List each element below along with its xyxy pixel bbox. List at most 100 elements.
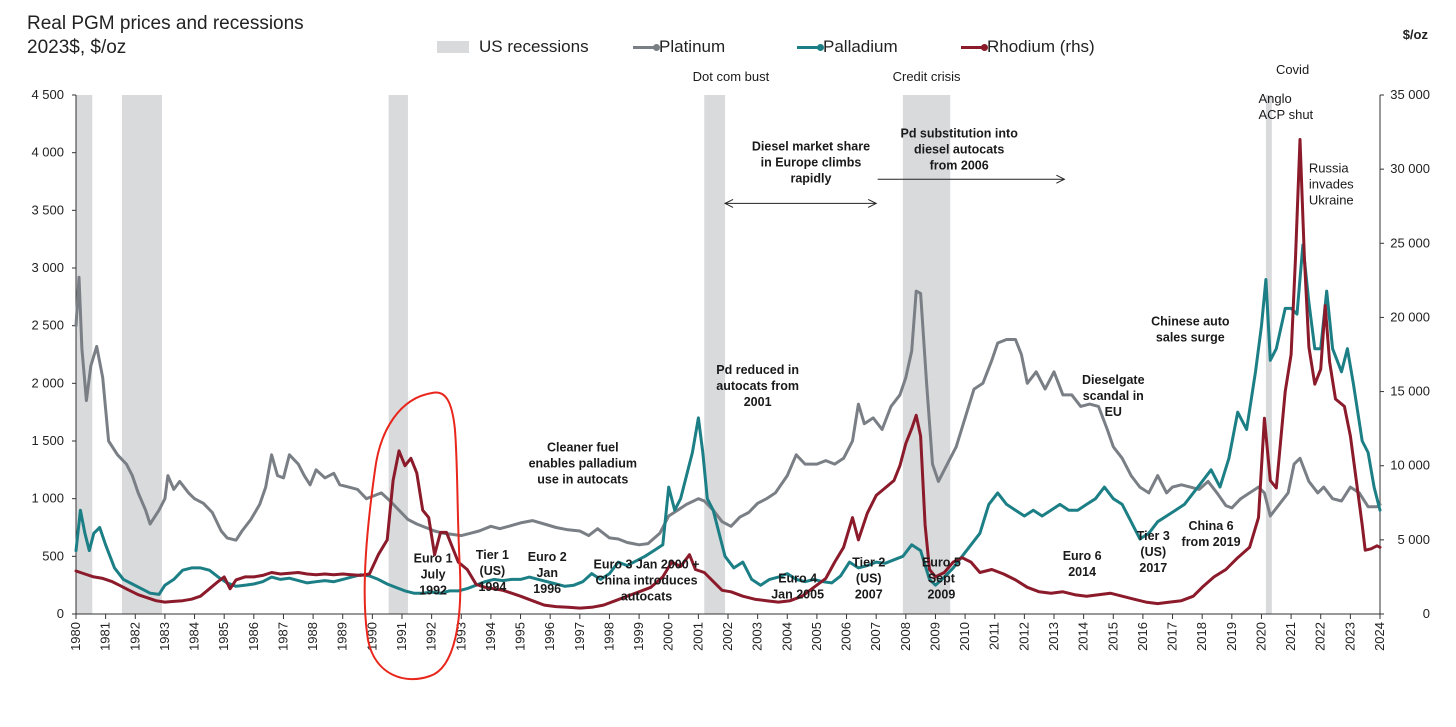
chart-title: Real PGM prices and recessions: [27, 13, 304, 34]
right-tick-label: 35 000: [1390, 87, 1430, 102]
annotation-line: 1992: [419, 584, 447, 598]
annotation-line: 2007: [855, 588, 883, 602]
recession-band: [76, 95, 93, 614]
x-tick-label: 2017: [1165, 622, 1180, 651]
series-line-platinum: [74, 275, 1382, 547]
annotation-diesel: Diesel market share in Europe climbs rapid…: [752, 139, 870, 185]
x-tick-label: 1982: [127, 622, 142, 651]
x-tick-label: 1991: [394, 622, 409, 651]
x-tick-label: 1995: [513, 622, 528, 651]
left-tick-label: 2 000: [31, 375, 64, 390]
x-tick-label: 1989: [335, 622, 350, 651]
x-tick-label: 2001: [690, 622, 705, 651]
recession-bands: [76, 95, 1272, 614]
legend-item-palladium: Palladium: [797, 37, 898, 57]
x-tick-label: 2018: [1194, 622, 1209, 651]
x-tick-label: 2010: [957, 622, 972, 651]
x-tick-label: 2004: [779, 622, 794, 651]
pdsub-arrow-head-right: [1056, 174, 1066, 184]
x-tick-label: 2007: [868, 622, 883, 651]
annotation-line: diesel autocats: [914, 143, 1004, 157]
x-tick-label: 1986: [246, 622, 261, 651]
annotation-line: Tier 3: [1137, 529, 1170, 543]
right-tick-label: 30 000: [1390, 161, 1430, 176]
series-line-rhodium: [74, 138, 1382, 610]
legend-item-platinum: Platinum: [633, 37, 725, 57]
annotation-pdreduced: Pd reduced in autocats from 2001: [716, 363, 799, 409]
annotation-euro3: Euro 3 Jan 2000 + China introduces autocat…: [594, 557, 700, 603]
x-tick-label: 2006: [839, 622, 854, 651]
legend: US recessions Platinum Palladium Rhodium…: [0, 37, 1456, 59]
annotation-line: China introduces: [595, 573, 697, 587]
x-tick-label: 1999: [631, 622, 646, 651]
x-tick-label: 2005: [809, 622, 824, 651]
annotation-line: from 2006: [930, 159, 989, 173]
left-tick-label: 1 500: [31, 433, 64, 448]
annotation-line: July: [421, 568, 446, 582]
legend-label-palladium: Palladium: [823, 37, 898, 56]
annotation-line: ACP shut: [1258, 107, 1313, 122]
right-tick-label: 0: [1423, 606, 1430, 621]
annotation-line: Euro 1: [414, 552, 453, 566]
x-tick-label: 2002: [720, 622, 735, 651]
annotation-china6: China 6 from 2019: [1182, 519, 1241, 549]
annotation-line: (US): [856, 572, 882, 586]
chart-subtitle: 2023$, $/oz: [27, 37, 127, 58]
annotation-line: enables palladium: [529, 456, 637, 470]
annotation-line: Credit crisis: [893, 69, 961, 84]
left-tick-label: 3 000: [31, 260, 64, 275]
annotation-line: Jan 2005: [771, 587, 824, 601]
price-series: [74, 138, 1382, 610]
annotation-line: Sept: [928, 572, 956, 586]
x-tick-label: 2020: [1253, 622, 1268, 651]
annotation-line: Diesel market share: [752, 139, 870, 153]
annotation-line: Euro 4: [778, 571, 817, 585]
annotation-line: Euro 5: [922, 556, 961, 570]
recession-band: [388, 95, 408, 614]
x-tick-label: 2013: [1046, 622, 1061, 651]
annotation-line: Dot com bust: [693, 69, 770, 84]
annotation-line: Anglo: [1258, 91, 1291, 106]
annotation-line: Ukraine: [1309, 192, 1354, 207]
annotation-chinese: Chinese auto sales surge: [1151, 315, 1230, 345]
annotation-line: 2014: [1068, 565, 1096, 579]
annotation-line: (US): [1140, 545, 1166, 559]
annotation-euro2: Euro 2 Jan 1996: [528, 550, 567, 596]
x-tick-label: 2024: [1372, 622, 1387, 651]
annotations: Dot com bust Credit crisis Covid Anglo ACP s…: [414, 62, 1355, 603]
right-axis-unit: $/oz: [1402, 27, 1428, 42]
legend-item-recessions: US recessions: [437, 37, 589, 57]
series-line-palladium: [74, 243, 1382, 596]
annotation-line: invades: [1309, 176, 1354, 191]
x-tick-label: 2014: [1076, 622, 1091, 651]
diesel-arrow-head-right: [867, 198, 878, 208]
left-tick-label: 4 500: [31, 87, 64, 102]
right-tick-label: 15 000: [1390, 384, 1430, 399]
left-tick-label: 3 500: [31, 202, 64, 217]
legend-swatch-recessions: [437, 41, 469, 53]
annotation-pdsub: Pd substitution into diesel autocats from …: [900, 127, 1018, 173]
x-tick-label: 2021: [1283, 622, 1298, 651]
overlay: [363, 391, 462, 681]
annotation-anglo: Anglo ACP shut: [1258, 91, 1313, 122]
annotation-line: Cleaner fuel: [547, 440, 619, 454]
x-tick-label: 1996: [542, 622, 557, 651]
left-tick-label: 0: [57, 606, 64, 621]
x-tick-label: 2008: [898, 622, 913, 651]
annotation-line: scandal in: [1083, 389, 1144, 403]
x-tick-label: 2022: [1313, 622, 1328, 651]
x-tick-label: 2003: [750, 622, 765, 651]
left-tick-label: 500: [42, 548, 64, 563]
x-tick-label: 1981: [98, 622, 113, 651]
annotation-euro1: Euro 1 July 1992: [414, 552, 453, 598]
annotation-line: use in autocats: [537, 472, 628, 486]
left-tick-label: 2 500: [31, 318, 64, 333]
annotation-line: Pd reduced in: [716, 363, 799, 377]
left-tick-label: 1 000: [31, 491, 64, 506]
left-tick-label: 4 000: [31, 145, 64, 160]
annotation-line: Tier 2: [852, 556, 885, 570]
axes: 0 500 1 000 1 500 2 000 2 500 3 000 3 500 4 000 4…: [31, 87, 1430, 651]
annotation-line: 1994: [478, 580, 506, 594]
annotation-line: 2009: [927, 588, 955, 602]
